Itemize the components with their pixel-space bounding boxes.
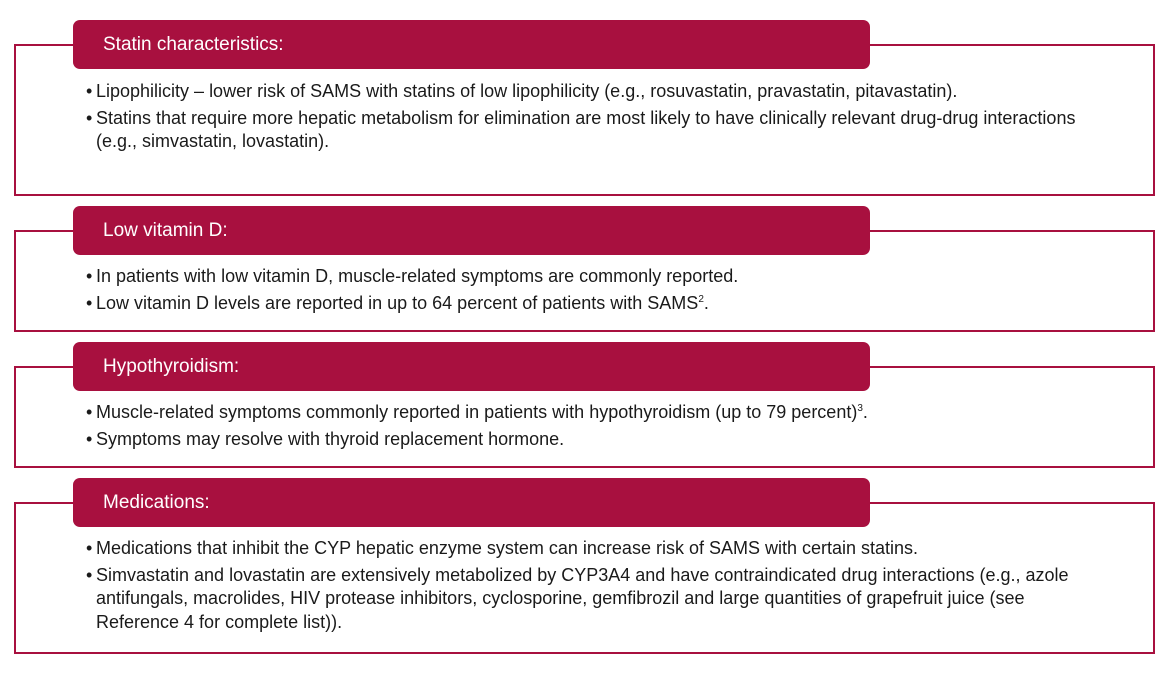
reference-superscript: 3: [857, 403, 863, 414]
medications-list: • Medications that inhibit the CYP hepati…: [86, 537, 1086, 637]
list-item: • Medications that inhibit the CYP hepati…: [86, 537, 1086, 561]
section-title: Statin characteristics:: [103, 33, 284, 55]
list-item: • Low vitamin D levels are reported in up…: [86, 292, 1086, 316]
list-item: • Symptoms may resolve with thyroid repla…: [86, 428, 1086, 452]
hypothyroidism-list: • Muscle-related symptoms commonly report…: [86, 401, 1086, 454]
section-title: Medications:: [103, 491, 210, 513]
list-item: • Muscle-related symptoms commonly report…: [86, 401, 1086, 425]
bullet-icon: •: [86, 428, 93, 449]
list-item: • Statins that require more hepatic metab…: [86, 107, 1076, 152]
bullet-icon: •: [86, 292, 93, 313]
bullet-icon: •: [86, 107, 93, 128]
section-title: Hypothyroidism:: [103, 355, 240, 377]
medications-box: [14, 502, 1155, 654]
low-vitamin-d-list: • In patients with low vitamin D, muscle-…: [86, 265, 1086, 318]
medications-header: Medications:: [73, 478, 870, 527]
statin-characteristics-list: • Lipophilicity – lower risk of SAMS with…: [86, 80, 1086, 157]
list-item: • Simvastatin and lovastatin are extensiv…: [86, 564, 1069, 632]
bullet-icon: •: [86, 266, 93, 286]
bullet-icon: •: [86, 402, 93, 422]
bullet-icon: •: [86, 81, 93, 101]
list-item: • Lipophilicity – lower risk of SAMS with…: [86, 80, 1086, 104]
bullet-icon: •: [86, 564, 93, 585]
statin-characteristics-header: Statin characteristics:: [73, 20, 870, 69]
hypothyroidism-header: Hypothyroidism:: [73, 342, 870, 391]
reference-superscript: 2: [698, 293, 704, 305]
list-item: • In patients with low vitamin D, muscle-…: [86, 265, 1086, 289]
low-vitamin-d-header: Low vitamin D:: [73, 206, 870, 255]
section-title: Low vitamin D:: [103, 219, 228, 241]
bullet-icon: •: [86, 538, 93, 558]
